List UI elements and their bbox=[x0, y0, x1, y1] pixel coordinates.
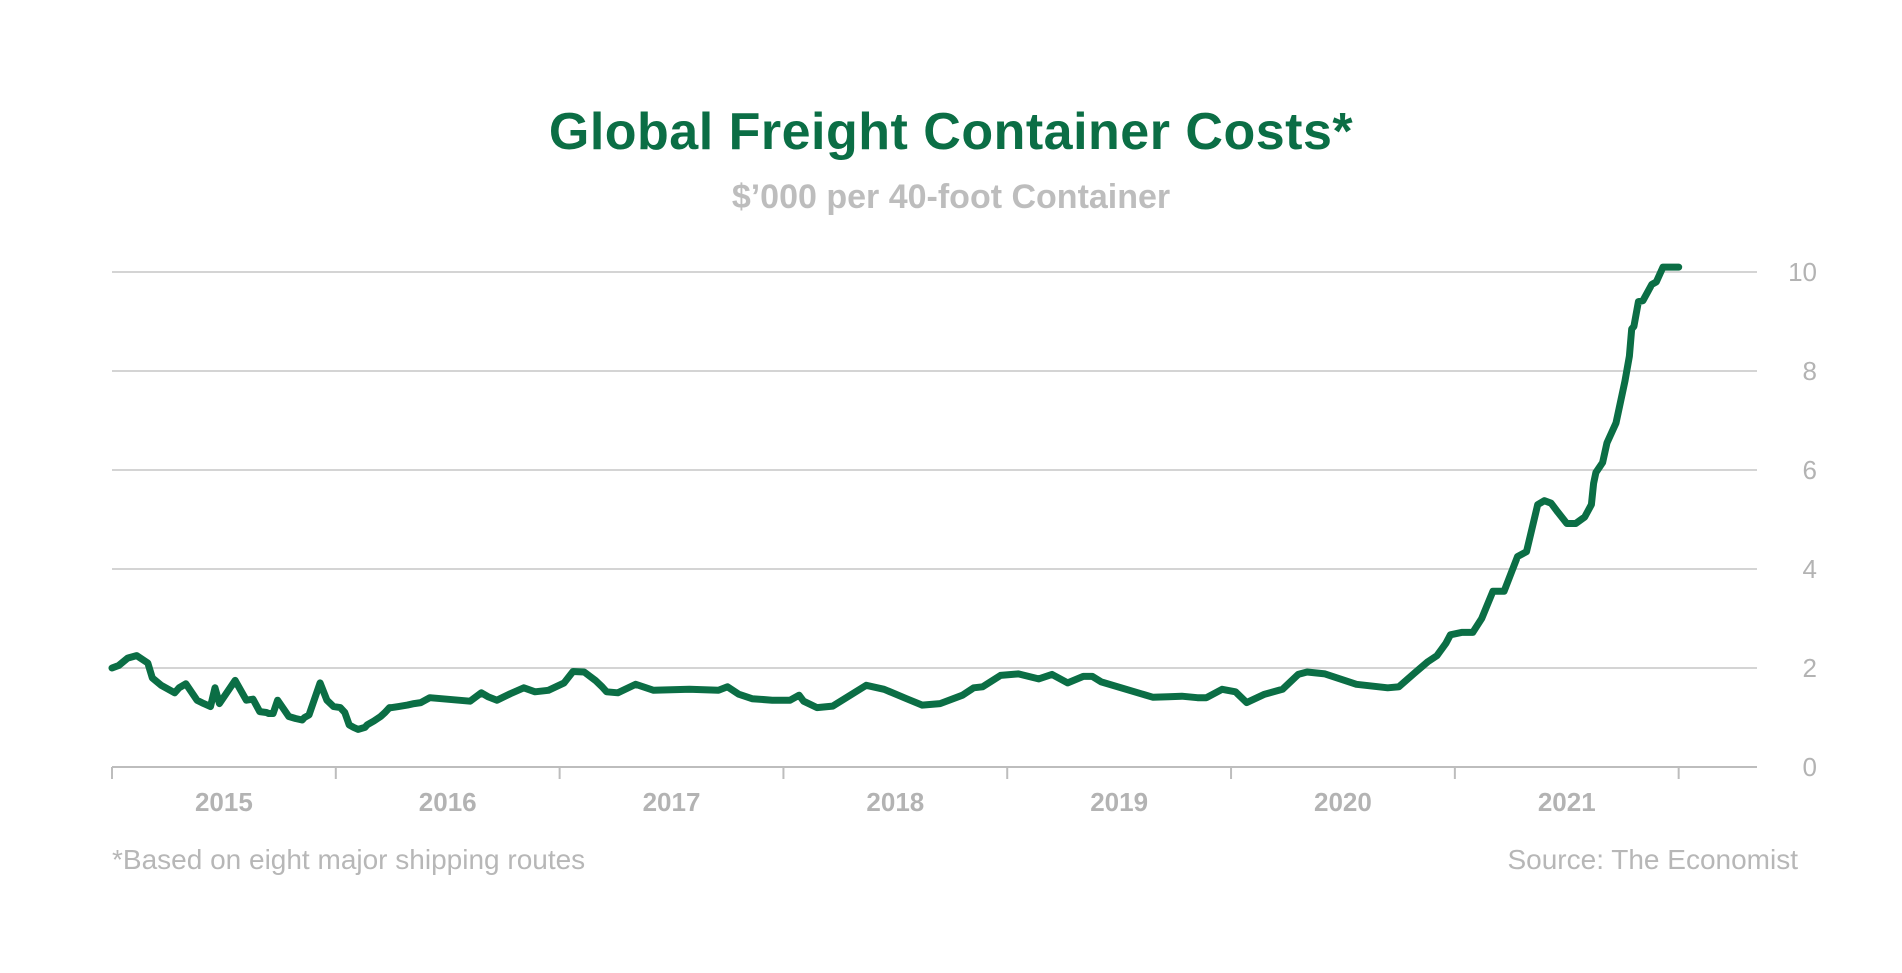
y-tick-label: 0 bbox=[1803, 752, 1817, 782]
y-tick-label: 4 bbox=[1803, 554, 1817, 584]
x-tick-label: 2019 bbox=[1090, 787, 1148, 817]
y-tick-label: 6 bbox=[1803, 455, 1817, 485]
series-layer bbox=[108, 263, 1683, 733]
chart-title: Global Freight Container Costs* bbox=[548, 103, 1354, 161]
x-tick-label: 2021 bbox=[1538, 787, 1596, 817]
chart-subtitle: $’000 per 40-foot Container bbox=[731, 178, 1171, 216]
chart-source: Source: The Economist bbox=[1507, 844, 1798, 875]
y-tick-label: 8 bbox=[1803, 356, 1817, 386]
x-tick-label: 2018 bbox=[866, 787, 924, 817]
x-tick-label: 2015 bbox=[195, 787, 253, 817]
axes: 0 2 4 6 8 10 2015 2016 2017 2018 2019 2020 2021 bbox=[111, 257, 1817, 817]
y-tick-label: 2 bbox=[1803, 653, 1817, 683]
series-line-cost bbox=[108, 263, 1683, 733]
x-tick-label: 2020 bbox=[1314, 787, 1372, 817]
x-tick-label: 2017 bbox=[643, 787, 701, 817]
y-tick-label: 10 bbox=[1788, 257, 1817, 287]
chart-footnote: *Based on eight major shipping routes bbox=[112, 844, 586, 875]
gridlines bbox=[112, 271, 1757, 768]
x-tick-label: 2016 bbox=[419, 787, 477, 817]
